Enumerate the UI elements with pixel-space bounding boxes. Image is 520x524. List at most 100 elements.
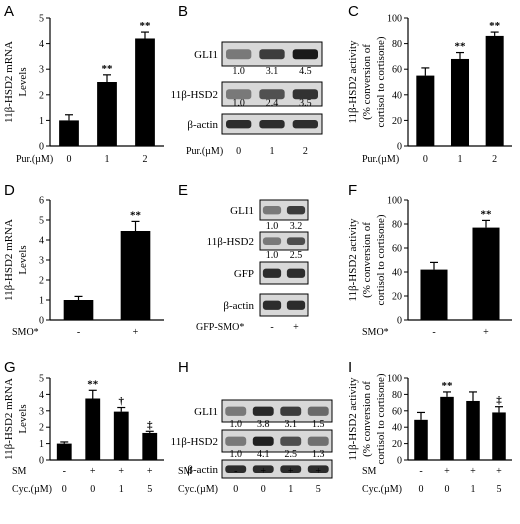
bar — [56, 443, 72, 460]
y-tick-label: 1 — [39, 116, 44, 127]
x-tick-label: - — [77, 327, 80, 338]
blot-band — [307, 465, 329, 473]
y-tick-label: 0 — [397, 316, 402, 327]
lane-label: 0 — [261, 484, 266, 495]
lane-label: 1 — [288, 484, 293, 495]
y-axis-label: 11β-HSD2 mRNA — [3, 219, 15, 301]
y-tick-label: 60 — [392, 406, 402, 417]
blot-band — [286, 206, 306, 215]
blot-band — [280, 406, 302, 416]
blot-panel-h: H GLI1 1.0 3.8 3.1 1.5 11β-HSD2 1.0 4.1 2.5 1.3 β-a… — [171, 359, 333, 495]
bar — [97, 82, 117, 146]
y-tick-label: 3 — [39, 406, 44, 417]
bar — [492, 412, 506, 460]
y-tick-label: 4 — [39, 236, 44, 247]
y-tick-label: 40 — [392, 268, 402, 279]
band-quantification: 2.4 — [266, 98, 279, 109]
blot-band — [292, 89, 318, 100]
y-tick-label: 3 — [39, 65, 44, 76]
y-tick-label: 80 — [392, 39, 402, 50]
band-quantification: 1.0 — [266, 221, 279, 232]
x-tick-label: 5 — [497, 484, 502, 495]
bar — [420, 269, 448, 320]
blot-row-label: 11β-HSD2 — [207, 236, 254, 248]
lane-label: + — [288, 466, 294, 477]
x-tick-label: 2 — [492, 154, 497, 165]
bar — [120, 231, 151, 320]
y-tick-label: 4 — [39, 390, 44, 401]
y-tick-label: 1 — [39, 296, 44, 307]
blot-row-label: GLI1 — [194, 406, 218, 418]
y-tick-label: 20 — [392, 439, 402, 450]
y-tick-label: 0 — [397, 142, 402, 153]
y-axis-label: (% conversion of — [361, 222, 373, 298]
blot-band — [286, 237, 306, 245]
x-axis-label: GFP-SMO* — [196, 322, 244, 333]
y-tick-label: 0 — [397, 456, 402, 467]
y-tick-label: 1 — [39, 439, 44, 450]
y-axis-label: 11β-HSD2 mRNA — [3, 41, 15, 123]
lane-label: 2 — [303, 146, 308, 157]
blot-strip — [221, 399, 333, 423]
lane-label: - — [234, 466, 237, 477]
y-axis-label: cortisol to cortisone) — [375, 373, 387, 464]
y-tick-label: 5 — [39, 14, 44, 25]
lane-label: + — [260, 466, 266, 477]
y-tick-label: 20 — [392, 292, 402, 303]
band-quantification: 4.5 — [299, 66, 312, 77]
blot-band — [252, 406, 274, 416]
x-tick-label: + — [470, 466, 476, 477]
y-tick-label: 6 — [39, 196, 44, 207]
panel-letter: A — [4, 3, 14, 20]
significance-mark: ** — [481, 208, 493, 220]
y-axis-label: Levels — [17, 404, 29, 433]
x-axis-label: Cyc.(µM) — [12, 484, 52, 495]
lane-label: 0 — [233, 484, 238, 495]
blot-strip — [259, 261, 309, 285]
blot-band — [259, 49, 285, 60]
y-tick-label: 100 — [387, 196, 402, 207]
blot-band — [225, 465, 247, 473]
y-tick-label: 3 — [39, 256, 44, 267]
y-tick-label: 0 — [39, 456, 44, 467]
bar — [485, 35, 504, 146]
blot-band — [292, 49, 318, 60]
x-axis-label: Cyc.(µM) — [178, 484, 218, 495]
x-tick-label: + — [90, 466, 96, 477]
x-tick-label: - — [419, 466, 422, 477]
x-tick-label: - — [432, 327, 435, 338]
blot-strip — [221, 459, 333, 479]
bar — [416, 75, 435, 146]
significance-mark: ** — [442, 380, 454, 392]
significance-mark: ** — [140, 20, 152, 32]
blot-row-label: β-actin — [187, 464, 218, 476]
y-axis-label: cortisol to cortisone) — [375, 36, 387, 127]
band-quantification: 1.5 — [312, 419, 325, 430]
chart-panel-f: F 0 20 40 60 80 100 11β-HSD2 activity (% convers… — [347, 182, 512, 338]
band-quantification: 3.1 — [266, 66, 279, 77]
significance-mark: ** — [489, 20, 501, 32]
chart-panel-a: A 0 1 2 3 4 5 11β-HSD2 mRNA Levels 0 ** 1 ** 2 Pur.(µM… — [3, 3, 164, 165]
x-tick-label: + — [118, 466, 124, 477]
blot-band — [259, 89, 285, 100]
x-tick-label: + — [147, 466, 153, 477]
band-quantification: 3.2 — [290, 221, 303, 232]
y-axis-label: Levels — [17, 67, 29, 96]
y-tick-label: 0 — [39, 316, 44, 327]
x-tick-label: 1 — [105, 154, 110, 165]
blot-band — [259, 120, 285, 129]
band-quantification: 1.0 — [230, 419, 243, 430]
significance-mark: ** — [130, 209, 142, 221]
band-quantification: 1.0 — [230, 449, 243, 460]
panel-letter: G — [4, 359, 16, 376]
panel-letter: I — [348, 359, 352, 376]
blot-band — [280, 436, 302, 446]
y-tick-label: 2 — [39, 423, 44, 434]
y-tick-label: 100 — [387, 14, 402, 25]
lane-label: 5 — [316, 484, 321, 495]
band-quantification: 3.8 — [257, 419, 270, 430]
x-axis-label: Cyc.(µM) — [362, 484, 402, 495]
x-tick-label: + — [496, 466, 502, 477]
x-axis-label: SMO* — [12, 327, 39, 338]
bar — [85, 398, 101, 460]
